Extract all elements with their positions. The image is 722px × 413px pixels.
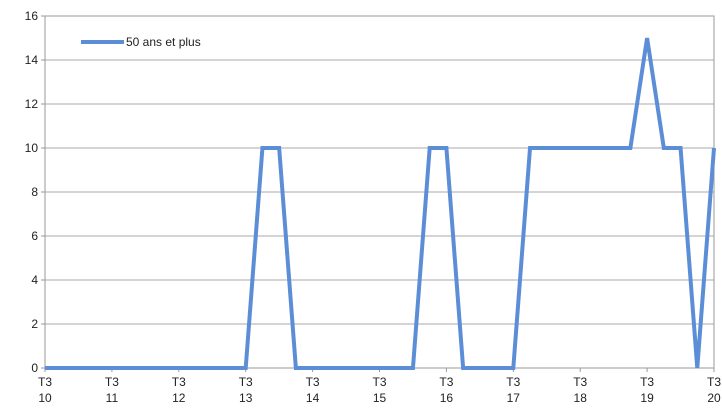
x-tick-label-line1: T3 bbox=[239, 375, 253, 389]
y-axis: 0 2 4 6 8 10 12 14 16 bbox=[25, 9, 45, 375]
series-line-0 bbox=[45, 37, 716, 370]
x-tick-label-line2: 10 bbox=[38, 391, 52, 405]
series-layer bbox=[45, 37, 716, 370]
x-tick-label-line1: T3 bbox=[707, 375, 721, 389]
x-tick-label-line2: 16 bbox=[440, 391, 454, 405]
y-tick-label: 10 bbox=[25, 141, 39, 155]
x-tick-label-line1: T3 bbox=[439, 375, 453, 389]
gridlines bbox=[45, 59, 714, 325]
x-tick-label-line1: T3 bbox=[372, 375, 386, 389]
legend-label: 50 ans et plus bbox=[126, 35, 201, 49]
x-tick-label-line2: 11 bbox=[106, 391, 119, 405]
x-tick-label-line1: T3 bbox=[172, 375, 186, 389]
x-tick-label-line2: 13 bbox=[239, 391, 253, 405]
x-tick-label-line2: 15 bbox=[373, 391, 387, 405]
y-tick-label: 6 bbox=[31, 229, 38, 243]
y-tick-label: 0 bbox=[31, 361, 38, 375]
y-tick-label: 8 bbox=[31, 185, 38, 199]
x-tick-label-line1: T3 bbox=[38, 375, 52, 389]
x-axis: T3 10 T3 11 T3 12 T3 13 T3 14 T3 15 T3 16 T3 17 T3 18 T3 19… bbox=[38, 368, 721, 405]
x-tick-label-line1: T3 bbox=[105, 375, 119, 389]
y-tick-label: 16 bbox=[25, 9, 39, 23]
x-tick-label-line1: T3 bbox=[506, 375, 520, 389]
legend: 50 ans et plus bbox=[81, 35, 201, 49]
x-tick-label-line2: 14 bbox=[306, 391, 320, 405]
x-tick-label-line2: 12 bbox=[172, 391, 186, 405]
y-tick-label: 12 bbox=[25, 97, 39, 111]
x-tick-label-line2: 17 bbox=[507, 391, 521, 405]
x-tick-label-line1: T3 bbox=[306, 375, 320, 389]
x-tick-label-line2: 19 bbox=[640, 391, 654, 405]
x-tick-label-line1: T3 bbox=[640, 375, 654, 389]
y-tick-label: 2 bbox=[31, 317, 38, 331]
x-tick-label-line2: 20 bbox=[707, 391, 721, 405]
x-tick-label-line2: 18 bbox=[574, 391, 588, 405]
y-tick-label: 14 bbox=[25, 53, 39, 67]
y-tick-label: 4 bbox=[31, 273, 38, 287]
x-tick-label-line1: T3 bbox=[573, 375, 587, 389]
